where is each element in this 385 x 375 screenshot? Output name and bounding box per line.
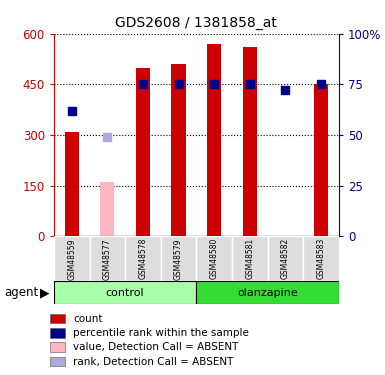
Text: olanzapine: olanzapine: [237, 288, 298, 297]
Text: ▶: ▶: [40, 286, 50, 299]
Text: GSM48581: GSM48581: [245, 238, 254, 279]
Bar: [161, 236, 196, 281]
Bar: [65, 132, 79, 236]
Text: value, Detection Call = ABSENT: value, Detection Call = ABSENT: [73, 342, 239, 352]
Text: GSM48559: GSM48559: [67, 238, 76, 279]
Text: GSM48579: GSM48579: [174, 238, 183, 279]
Text: GSM48582: GSM48582: [281, 238, 290, 279]
Title: GDS2608 / 1381858_at: GDS2608 / 1381858_at: [116, 16, 277, 30]
Bar: [314, 84, 328, 236]
Bar: [196, 281, 339, 304]
Bar: [54, 236, 89, 281]
Bar: [196, 236, 232, 281]
Bar: [243, 47, 257, 236]
Text: GSM48578: GSM48578: [139, 238, 147, 279]
Text: agent: agent: [4, 286, 38, 299]
Text: control: control: [106, 288, 144, 297]
Text: GSM48577: GSM48577: [103, 238, 112, 279]
Bar: [171, 64, 186, 236]
Bar: [303, 236, 339, 281]
Bar: [100, 182, 114, 236]
Text: GSM48583: GSM48583: [316, 238, 325, 279]
Text: GSM48580: GSM48580: [210, 238, 219, 279]
Bar: [54, 281, 196, 304]
Text: count: count: [73, 314, 103, 324]
Bar: [232, 236, 268, 281]
Text: rank, Detection Call = ABSENT: rank, Detection Call = ABSENT: [73, 357, 234, 366]
Text: percentile rank within the sample: percentile rank within the sample: [73, 328, 249, 338]
Bar: [136, 68, 150, 236]
Bar: [268, 236, 303, 281]
Bar: [207, 44, 221, 236]
Bar: [125, 236, 161, 281]
Bar: [89, 236, 125, 281]
